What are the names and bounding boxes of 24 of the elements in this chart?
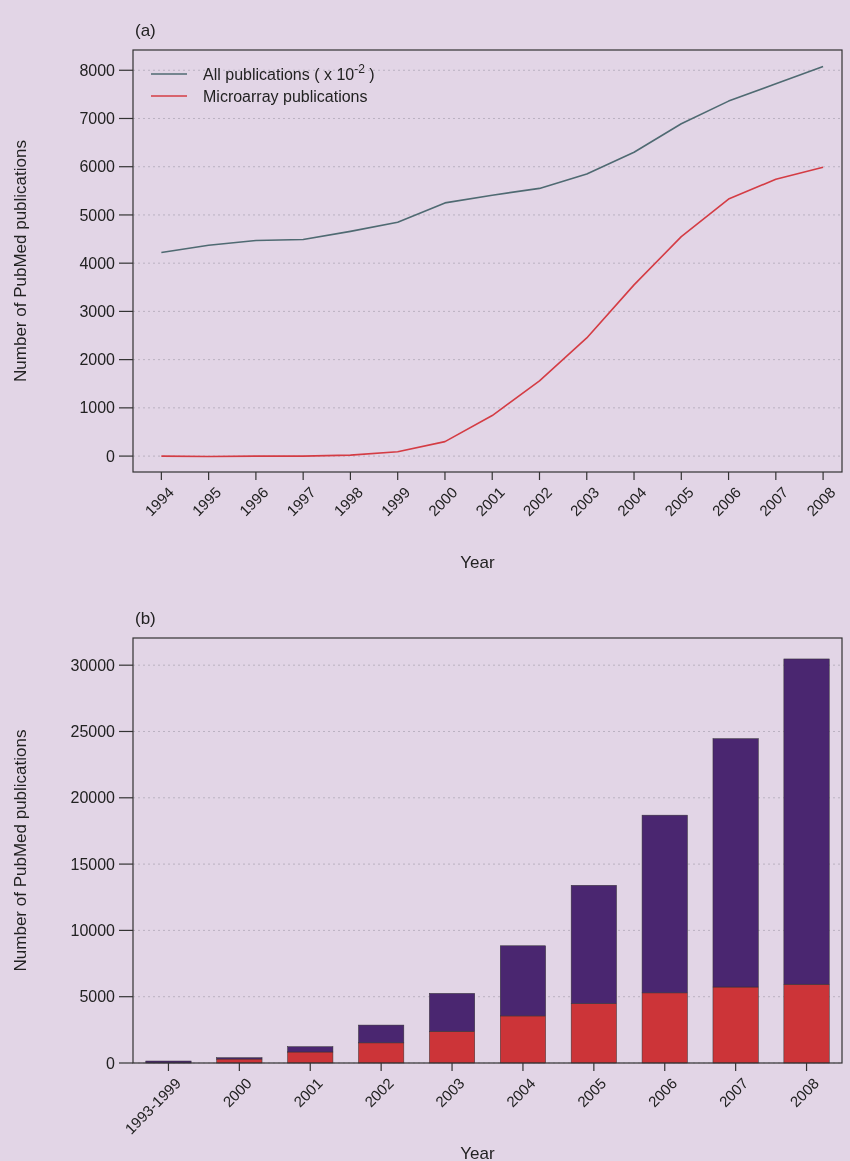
y-tick-label: 0 — [106, 447, 116, 465]
chart-title: (b) — [135, 609, 156, 628]
y-tick-label: 30000 — [70, 656, 116, 674]
y-tick-label: 2000 — [79, 351, 116, 369]
y-tick-label: 3000 — [79, 303, 116, 320]
y-tick-label: 0 — [106, 1054, 116, 1072]
y-tick-label: 5000 — [79, 206, 116, 224]
y-tick-label: 20000 — [70, 789, 116, 807]
legend-label: All publications ( x 10$^{-2}$ ) — [203, 62, 375, 83]
chart-title: (a) — [135, 21, 156, 40]
y-tick-label: 7000 — [79, 110, 116, 128]
legend-label: Microarray publications — [203, 88, 368, 105]
y-tick-label: 15000 — [70, 855, 116, 873]
x-axis-title: Year — [460, 553, 496, 572]
y-axis-title: Number of PubMed publications — [11, 140, 30, 382]
y-tick-label: 25000 — [70, 723, 116, 741]
y-tick-label: 5000 — [79, 988, 116, 1006]
y-tick-label: 8000 — [79, 61, 116, 79]
x-axis-title: Year — [460, 1144, 496, 1161]
y-tick-label: 4000 — [79, 254, 116, 272]
y-tick-label: 1000 — [79, 399, 116, 417]
y-tick-label: 6000 — [79, 158, 116, 176]
y-tick-label: 10000 — [70, 921, 116, 939]
y-axis-title: Number of PubMed publications — [11, 729, 30, 972]
